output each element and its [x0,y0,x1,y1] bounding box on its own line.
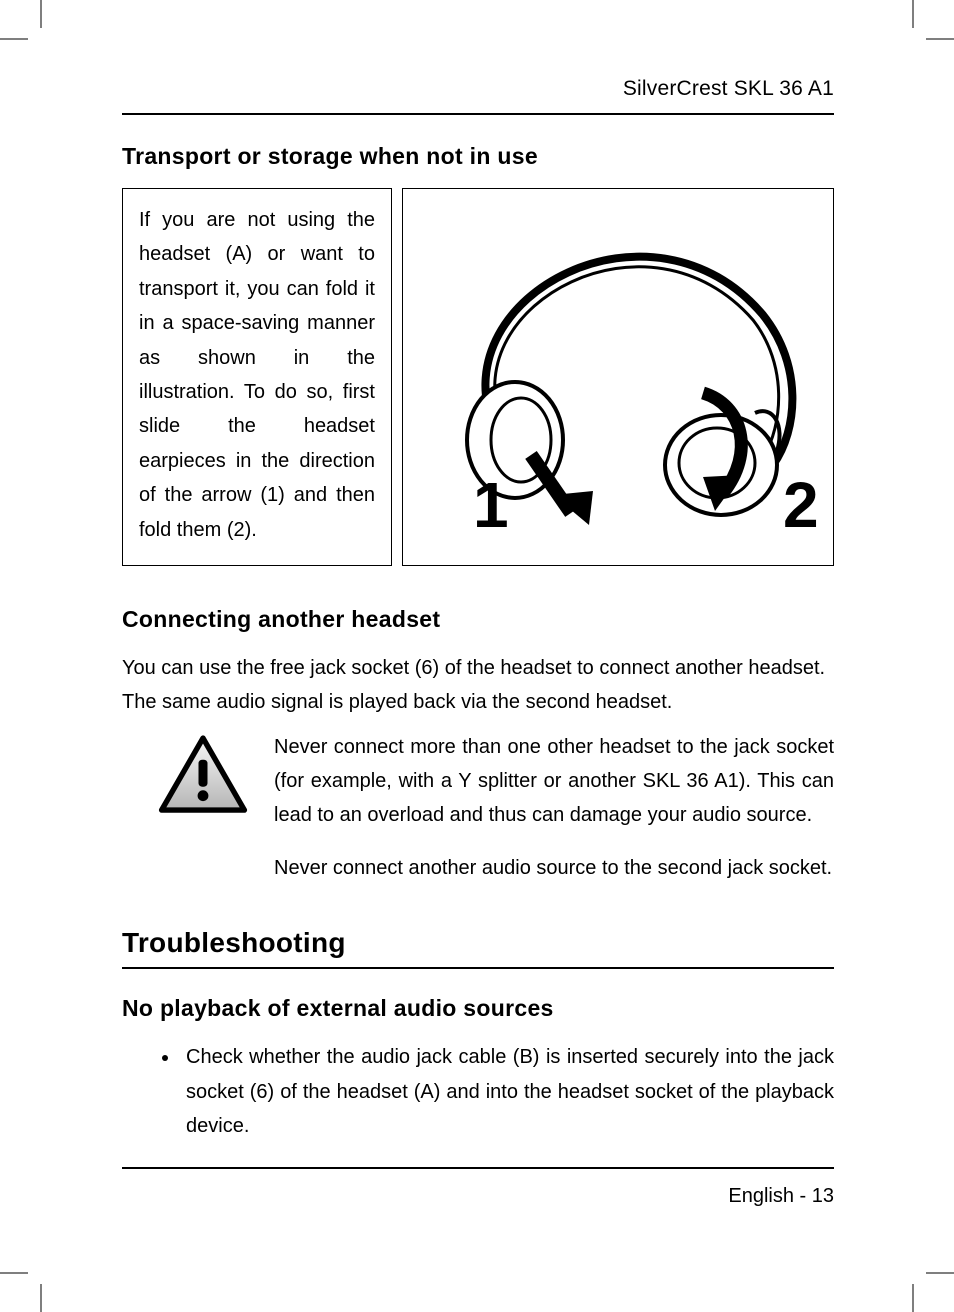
list-item: Check whether the audio jack cable (B) i… [180,1040,834,1143]
connecting-intro: You can use the free jack socket (6) of … [122,651,834,720]
storage-figure: 1 2 [402,188,834,566]
troubleshooting-list: Check whether the audio jack cable (B) i… [122,1040,834,1143]
page-footer: English - 13 [122,1167,834,1208]
warning-block: Never connect more than one other headse… [122,730,834,904]
heading-connecting: Connecting another headset [122,606,834,633]
warning-icon [122,730,248,904]
heading-storage: Transport or storage when not in use [122,143,834,170]
headset-fold-illustration: 1 2 [403,189,833,565]
heading-no-playback: No playback of external audio sources [122,995,834,1022]
heading-troubleshooting: Troubleshooting [122,927,834,969]
warning-text-2: Never connect another audio source to th… [274,851,834,885]
running-header: SilverCrest SKL 36 A1 [122,77,834,115]
storage-row: If you are not using the headset (A) or … [122,188,834,566]
storage-body-text: If you are not using the headset (A) or … [122,188,392,566]
figure-label-1: 1 [473,469,509,541]
figure-label-2: 2 [783,469,819,541]
warning-text-1: Never connect more than one other headse… [274,730,834,833]
